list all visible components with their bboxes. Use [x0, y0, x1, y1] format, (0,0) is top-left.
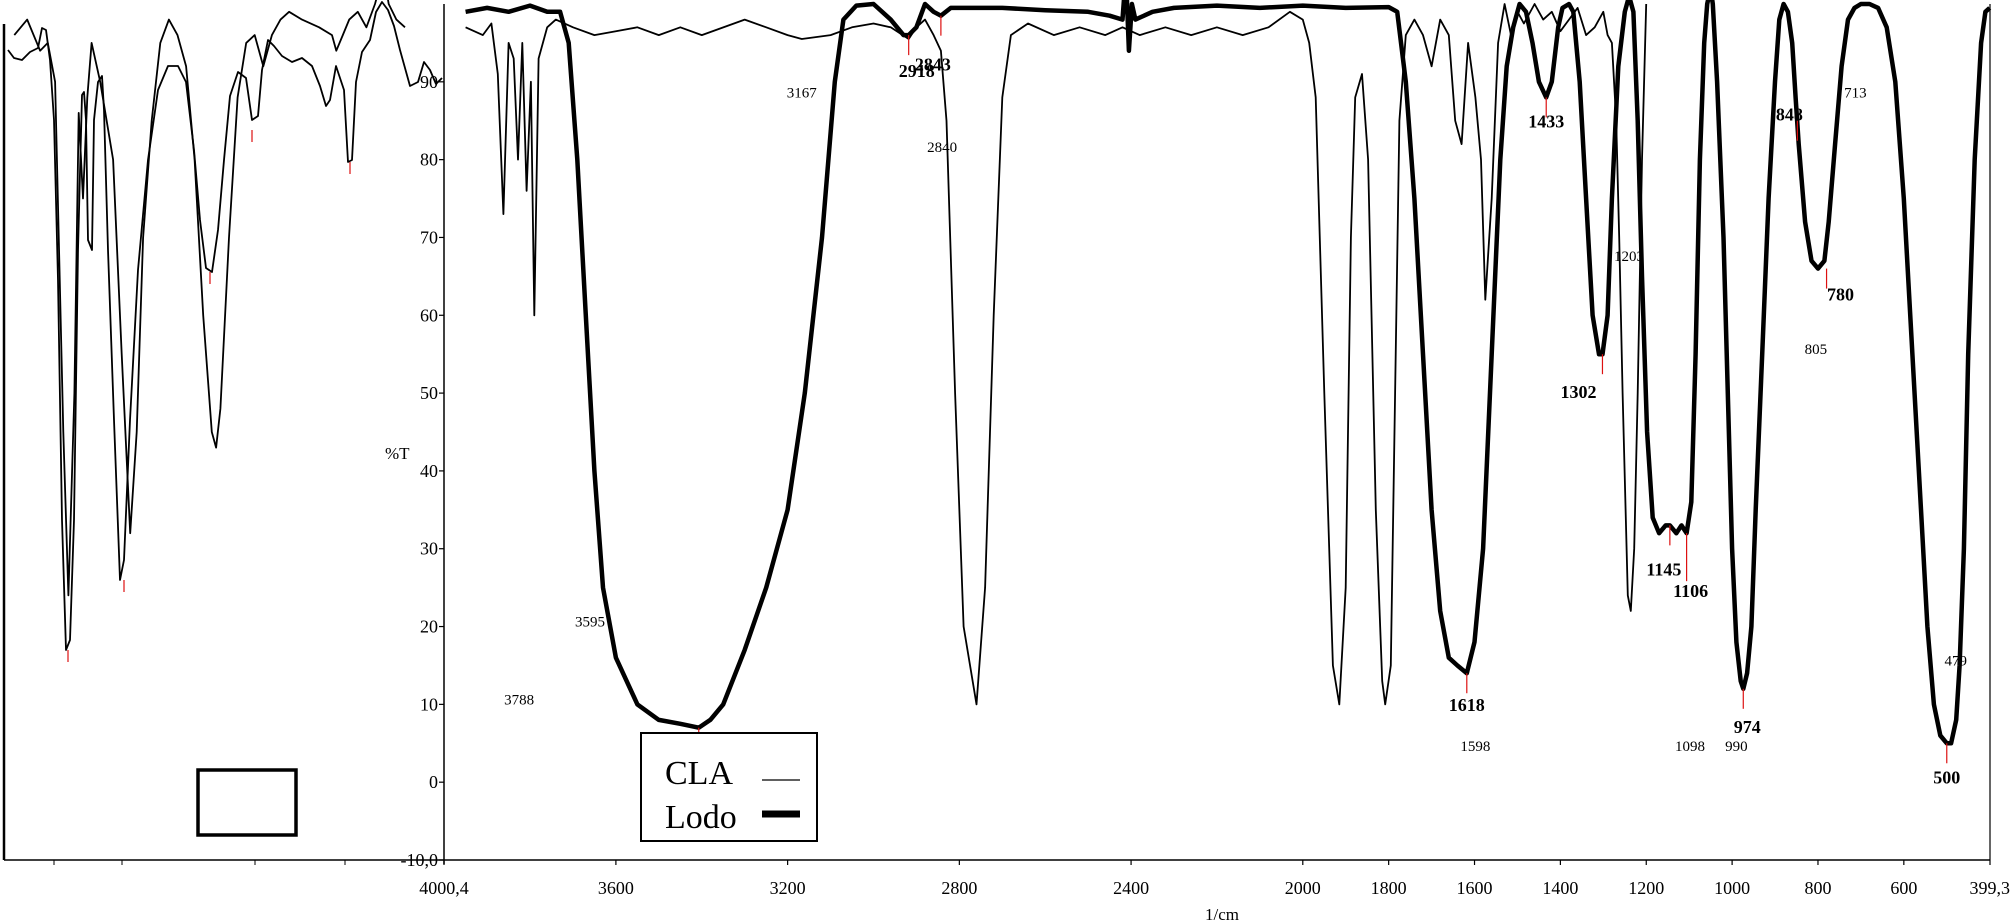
y-tick-label: 90	[420, 72, 438, 92]
peak-label: 1203	[1614, 249, 1644, 265]
peak-label: 1145	[1646, 559, 1681, 579]
peak-label: 3788	[504, 692, 534, 708]
series-line-cla-offset	[13, 0, 406, 597]
peak-label: 2840	[927, 140, 957, 156]
x-tick-label: 3600	[598, 878, 634, 898]
x-tick-label: 1800	[1371, 878, 1407, 898]
x-tick-label: 2000	[1285, 878, 1321, 898]
peak-label: 3595	[575, 615, 605, 631]
peak-label: 1098	[1675, 739, 1705, 755]
empty-box	[196, 768, 298, 837]
peak-label: 3167	[787, 85, 818, 101]
chart-frame	[2, 4, 1991, 864]
peak-label: 1433	[1528, 111, 1564, 131]
legend: CLA Lodo	[640, 732, 818, 842]
peak-label: 1106	[1673, 581, 1708, 601]
legend-label-lodo: Lodo	[665, 799, 737, 836]
legend-label-cla: CLA	[665, 755, 733, 792]
y-tick-label: 70	[420, 227, 438, 247]
peak-label: 805	[1805, 342, 1828, 358]
peak-label: 780	[1827, 285, 1854, 305]
x-tick-label: 1400	[1542, 878, 1578, 898]
peak-label: 713	[1844, 85, 1867, 101]
peak-label: 1302	[1560, 382, 1596, 402]
x-tick-label: 2800	[941, 878, 977, 898]
peak-label: 974	[1734, 717, 1761, 737]
y-tick-label: 30	[420, 539, 438, 559]
peak-label: 2843	[915, 55, 951, 75]
x-tick-label: 1000	[1714, 878, 1750, 898]
x-tick-label: 1200	[1628, 878, 1664, 898]
x-axis-label: 1/cm	[1205, 905, 1239, 924]
y-tick-label: 60	[420, 305, 438, 325]
x-tick-label: 600	[1890, 878, 1917, 898]
series-line-lodo	[465, 0, 1992, 746]
inset-spectrum-line	[7, 1, 443, 651]
peak-label: 1598	[1460, 739, 1490, 755]
x-tick-label: 399,3	[1970, 878, 2011, 898]
axis-ticks: 90 80 70 60 50 40 30 20 10 0 -10,0 4000,4 3600 3200 28…	[53, 72, 2011, 898]
y-tick-label: 40	[420, 461, 438, 481]
peak-label: 848	[1776, 105, 1803, 125]
x-tick-label: 2400	[1113, 878, 1149, 898]
y-tick-label: -10,0	[401, 850, 439, 870]
legend-box	[640, 732, 818, 842]
series-group	[13, 0, 1992, 746]
x-tick-label: 4000,4	[419, 878, 469, 898]
peak-label: 479	[1945, 653, 1968, 669]
peak-label: 1618	[1449, 695, 1485, 715]
y-tick-label: 80	[420, 150, 438, 170]
x-tick-label: 1600	[1457, 878, 1493, 898]
peak-label: 500	[1933, 767, 1960, 787]
peak-label: 990	[1725, 739, 1748, 755]
inset-spectrum	[7, 1, 443, 662]
y-tick-label: 20	[420, 617, 438, 637]
x-tick-label: 3200	[770, 878, 806, 898]
peak-label: 2918	[899, 61, 935, 81]
y-tick-label: 10	[420, 694, 438, 714]
series-line-cla	[465, 3, 1648, 706]
y-axis-label: %T	[385, 444, 410, 463]
x-tick-label: 800	[1804, 878, 1831, 898]
y-tick-label: 0	[429, 772, 438, 792]
y-tick-label: 50	[420, 383, 438, 403]
